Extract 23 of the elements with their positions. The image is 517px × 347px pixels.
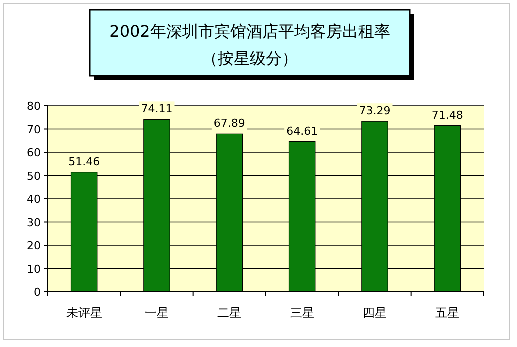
data-label: 73.29	[359, 104, 391, 118]
x-tick-label: 二星	[218, 306, 242, 320]
y-tick-label: 60	[27, 146, 41, 160]
data-label: 74.11	[141, 102, 173, 116]
data-label: 67.89	[214, 117, 246, 130]
x-tick-label: 四星	[363, 306, 387, 320]
x-tick-label: 未评星	[66, 306, 102, 320]
data-label: 71.48	[432, 108, 464, 122]
y-tick-label: 30	[27, 216, 41, 230]
y-tick-label: 50	[27, 170, 41, 183]
y-tick-label: 40	[27, 193, 41, 206]
data-label: 51.46	[68, 155, 100, 168]
x-tick-label: 一星	[145, 306, 169, 320]
chart-title: 2002年深圳市宾馆酒店平均客房出租率	[110, 22, 390, 41]
y-tick-label: 20	[27, 240, 41, 252]
y-tick-label: 10	[27, 262, 41, 276]
y-tick-label: 80	[27, 100, 41, 113]
x-tick-label: 五星	[436, 306, 460, 320]
data-label: 64.61	[286, 124, 318, 138]
chart-subtitle: （按星级分）	[202, 49, 298, 68]
y-tick-label: 70	[27, 123, 41, 136]
y-tick-label: 0	[34, 286, 41, 299]
x-tick-label: 三星	[290, 306, 314, 320]
